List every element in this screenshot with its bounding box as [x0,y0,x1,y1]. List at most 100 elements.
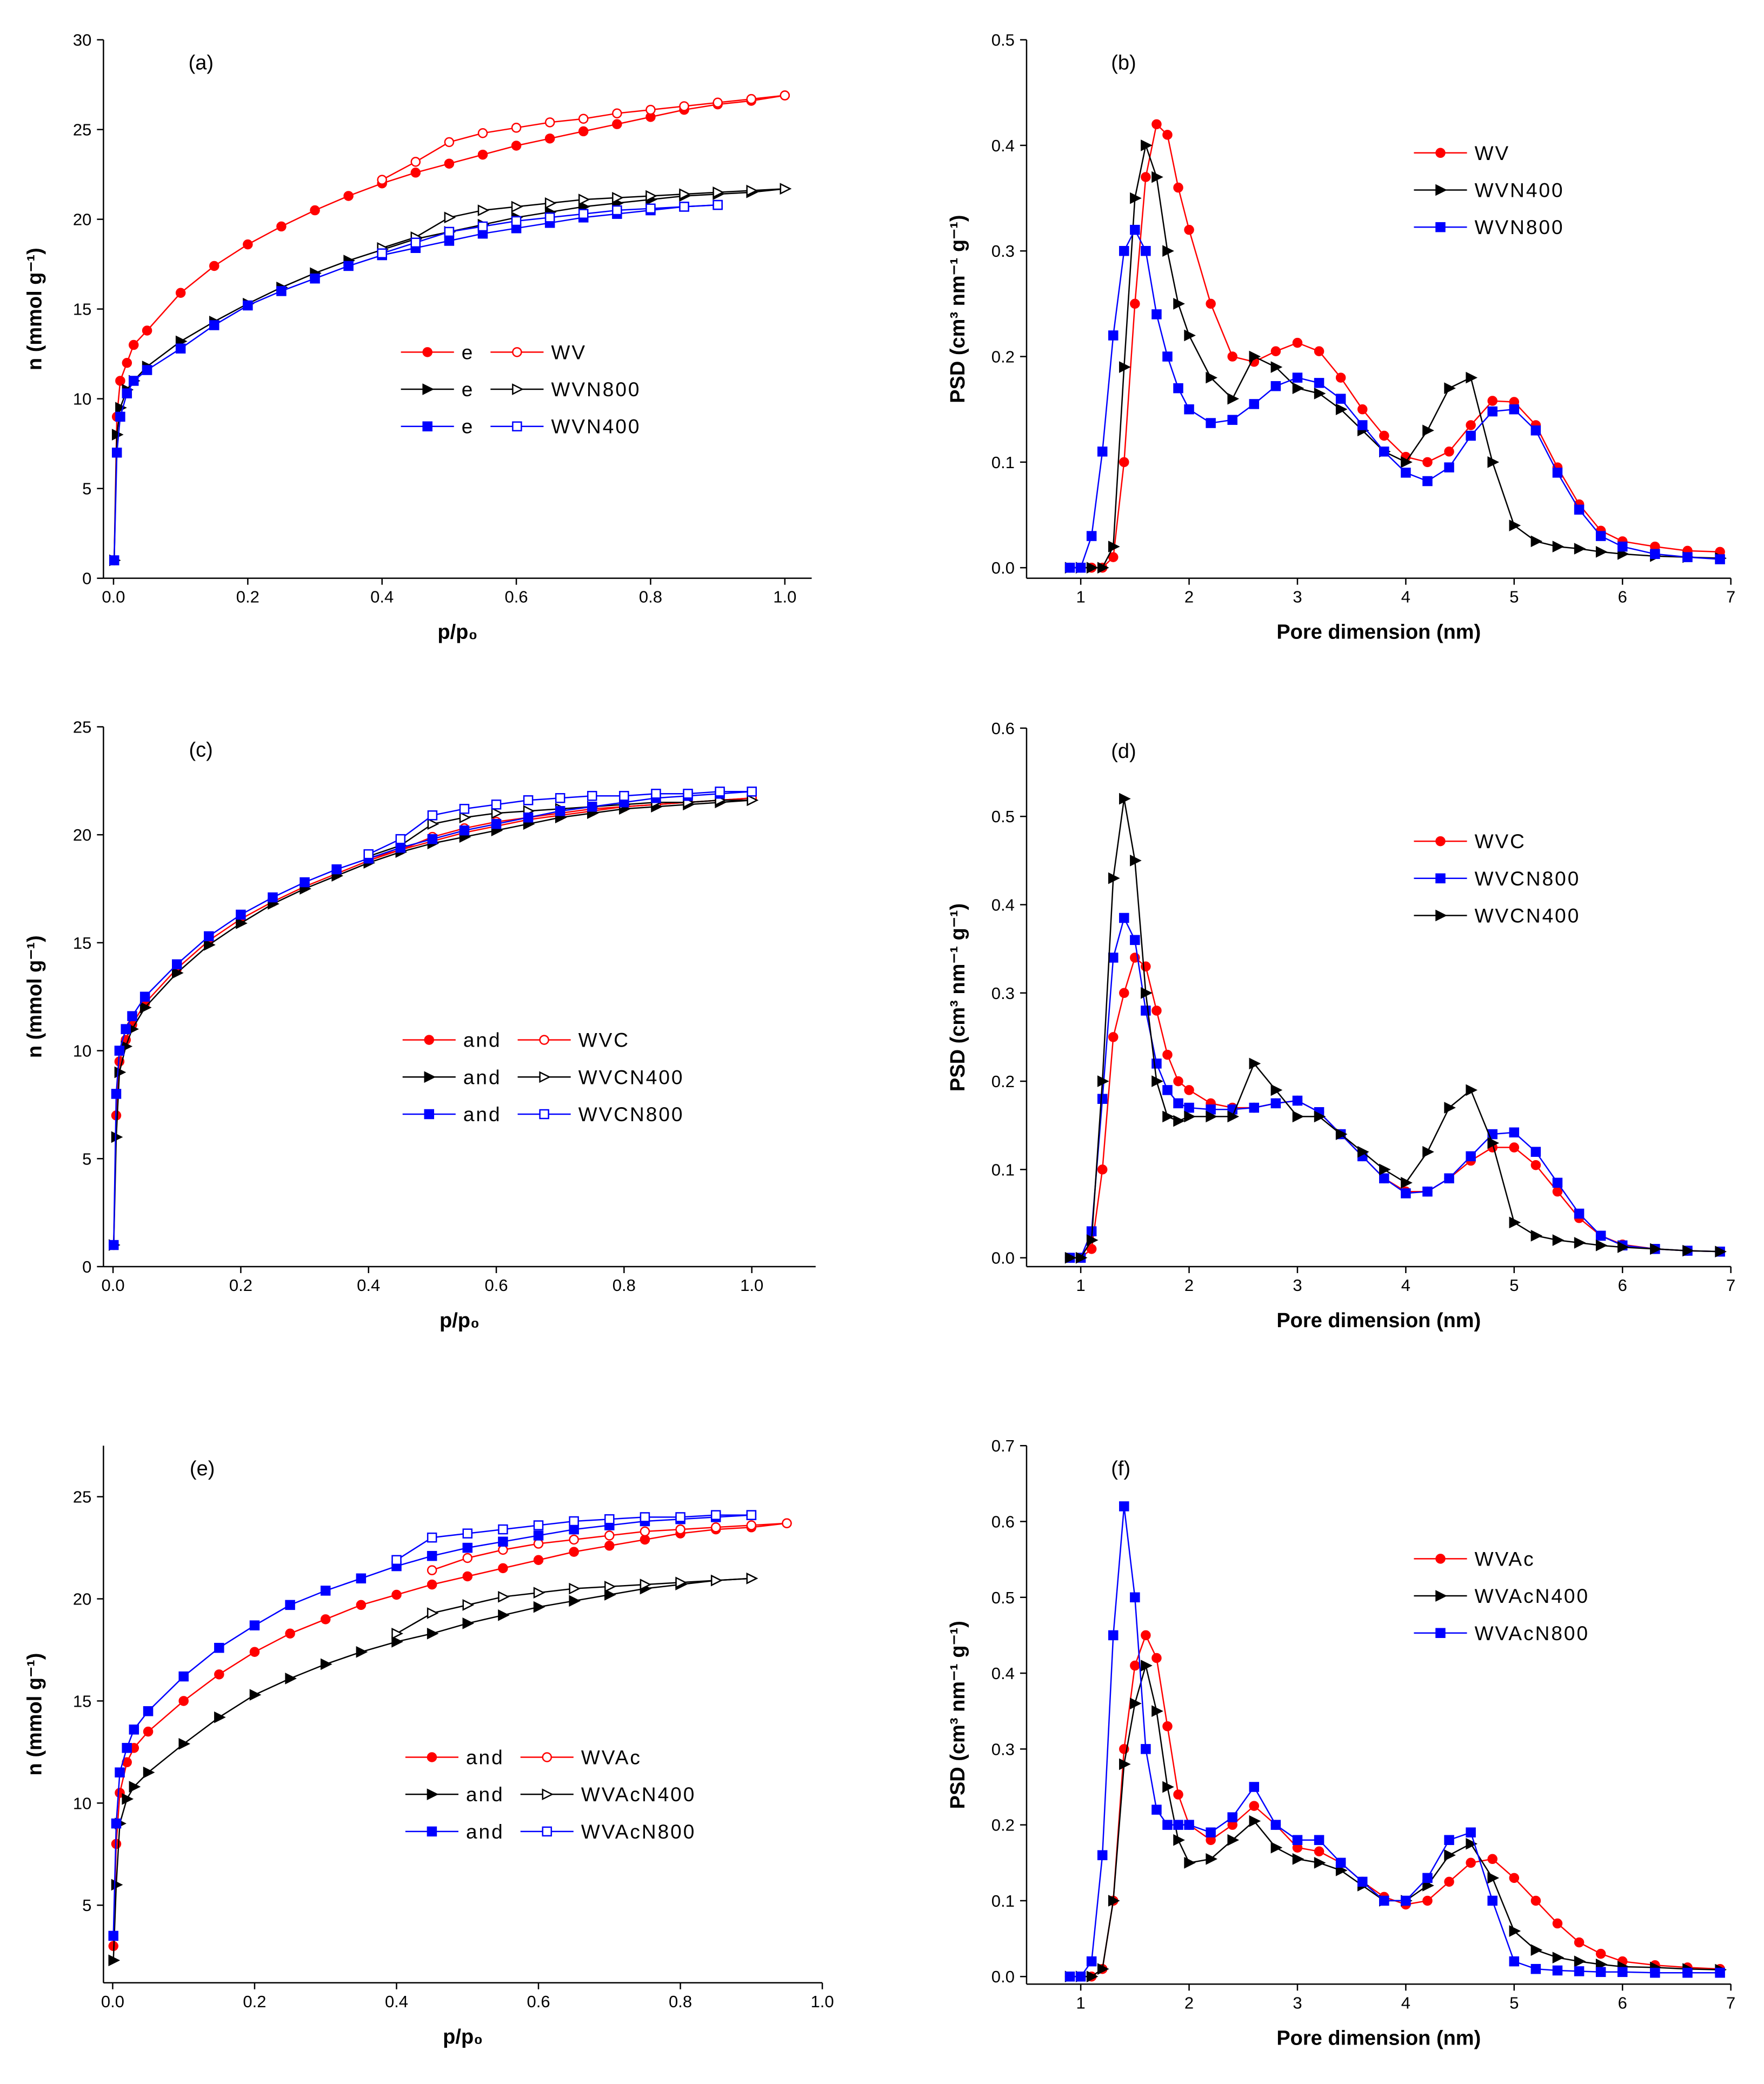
data-point [1097,1094,1108,1104]
data-point [444,137,455,148]
data-point [1466,420,1476,430]
data-point [1086,1970,1099,1983]
data-point [1487,456,1500,468]
data-point [1650,1967,1660,1978]
data-point [1162,1721,1173,1732]
y-tick-label: 0.3 [991,242,1015,261]
legend-marker [1435,148,1446,158]
data-point [1595,531,1606,541]
data-point [604,1530,615,1541]
data-point [477,149,488,160]
data-point [1552,1965,1563,1976]
data-point [511,123,522,133]
x-tick-label: 6 [1618,1276,1627,1295]
data-point [391,1627,403,1640]
data-point [498,1544,508,1555]
data-point [511,216,522,227]
data-point [1314,1846,1324,1857]
legend-marker [1435,1554,1446,1564]
data-point [1270,1841,1283,1854]
data-point [544,133,555,144]
data-point [459,825,470,836]
data-point [578,194,590,205]
data-point [1509,1925,1521,1937]
data-point [1335,372,1346,383]
data-point [746,1572,758,1584]
data-point [1227,1834,1240,1846]
data-point [1444,1876,1454,1887]
data-point [427,1565,437,1575]
data-point [1108,872,1120,884]
data-point [1401,1895,1411,1906]
data-point [1715,554,1725,564]
series-line [113,800,752,1246]
y-tick-label: 0.3 [991,984,1015,1003]
x-tick-label: 2 [1184,1993,1194,2012]
data-point [1530,1944,1543,1956]
data-point [1292,1835,1303,1845]
data-point [459,803,470,814]
legend-label: WVN400 [1475,179,1565,201]
data-point [356,1600,367,1610]
data-point [1108,1032,1119,1042]
data-point [1086,531,1097,541]
data-point [1379,447,1389,457]
series-line [1070,123,1720,569]
data-point [1487,1872,1500,1884]
data-point [356,1646,368,1658]
y-axis-title: n (mmol g⁻¹) [23,1653,46,1776]
data-point [1487,396,1497,406]
data-point [1357,404,1368,415]
data-point [1650,549,1660,560]
data-point [1379,1895,1389,1906]
data-point [612,108,622,118]
data-point [1574,1955,1586,1967]
data-point [1173,1076,1183,1087]
y-axis-title: PSD (cm³ nm⁻¹ g⁻¹) [947,903,969,1091]
data-point [1097,1963,1109,1975]
legend-marker [542,1752,553,1762]
data-point [1184,329,1196,342]
x-tick-label: 0.4 [370,588,394,607]
data-point [477,128,488,138]
data-point [122,388,132,398]
data-point [109,555,119,565]
data-point [1141,172,1151,182]
data-point [1509,1216,1521,1229]
data-point [331,864,342,875]
series-line [113,797,752,1246]
data-point [129,1725,139,1735]
data-point [310,205,320,216]
data-point [1206,418,1216,428]
data-point [1173,383,1183,394]
y-tick-label: 0.6 [991,1512,1015,1531]
data-point [1151,1705,1163,1717]
data-point [1314,388,1326,400]
data-point [1552,541,1565,552]
data-point [1119,1758,1131,1770]
data-point [1249,399,1260,409]
data-point [569,1516,579,1527]
legend-marker [427,1826,437,1837]
data-point [604,1541,615,1551]
data-point [1097,1850,1108,1861]
y-tick-label: 10 [73,1794,91,1813]
data-point [1141,987,1153,999]
x-tick-label: 3 [1293,588,1302,607]
y-tick-label: 0.2 [991,1816,1015,1835]
data-point [142,325,152,336]
data-point [1162,351,1173,362]
legend-label: WVN800 [1475,216,1565,238]
data-point [1292,1095,1303,1106]
y-tick-label: 20 [73,210,91,229]
data-point [1270,361,1283,373]
data-point [1617,1241,1629,1253]
data-point [1401,1177,1413,1189]
data-point [1086,562,1099,574]
data-point [715,787,725,797]
data-point [377,175,387,185]
data-point [1530,1230,1543,1242]
x-tick-label: 6 [1618,588,1627,607]
data-point [477,221,488,232]
data-point [1552,468,1563,478]
